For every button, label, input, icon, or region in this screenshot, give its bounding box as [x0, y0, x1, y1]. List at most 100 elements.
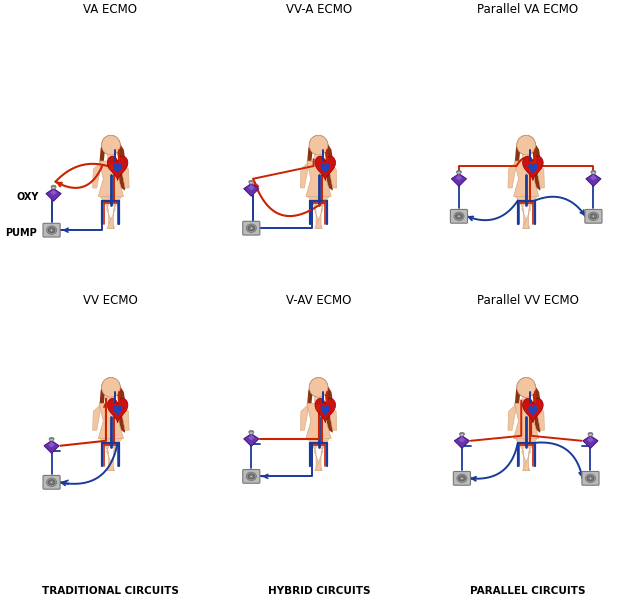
Polygon shape — [454, 436, 469, 448]
Polygon shape — [50, 190, 57, 195]
Text: TRADITIONAL CIRCUITS: TRADITIONAL CIRCUITS — [42, 586, 179, 596]
Polygon shape — [321, 163, 330, 174]
Polygon shape — [113, 406, 122, 416]
Polygon shape — [537, 164, 545, 188]
Polygon shape — [122, 164, 129, 188]
FancyBboxPatch shape — [243, 469, 260, 483]
Polygon shape — [244, 434, 259, 446]
Polygon shape — [248, 434, 255, 440]
Polygon shape — [314, 397, 322, 403]
Text: OXY: OXY — [16, 191, 38, 202]
Text: PARALLEL CIRCUITS: PARALLEL CIRCUITS — [470, 586, 586, 596]
Polygon shape — [514, 380, 522, 412]
Polygon shape — [46, 188, 61, 201]
Ellipse shape — [309, 377, 327, 397]
Ellipse shape — [459, 476, 465, 481]
FancyBboxPatch shape — [43, 223, 60, 237]
Text: V-AV ECMO: V-AV ECMO — [286, 294, 351, 307]
Polygon shape — [306, 161, 331, 196]
Text: VV-A ECMO: VV-A ECMO — [286, 4, 352, 16]
Ellipse shape — [249, 430, 254, 434]
Polygon shape — [99, 380, 106, 412]
Ellipse shape — [586, 474, 596, 482]
Polygon shape — [98, 403, 124, 439]
Polygon shape — [44, 440, 59, 453]
Ellipse shape — [457, 474, 467, 482]
Text: VA ECMO: VA ECMO — [83, 4, 137, 16]
Ellipse shape — [50, 229, 53, 232]
Ellipse shape — [102, 377, 120, 397]
Ellipse shape — [47, 226, 57, 235]
Text: VV ECMO: VV ECMO — [83, 294, 138, 307]
Polygon shape — [107, 156, 128, 181]
Ellipse shape — [592, 215, 594, 218]
Polygon shape — [514, 138, 522, 169]
Text: Parallel VV ECMO: Parallel VV ECMO — [477, 294, 579, 307]
Text: HYBRID CIRCUITS: HYBRID CIRCUITS — [268, 586, 370, 596]
Polygon shape — [300, 164, 308, 188]
Ellipse shape — [457, 172, 461, 174]
Polygon shape — [100, 439, 115, 470]
Polygon shape — [115, 380, 127, 433]
Polygon shape — [522, 154, 531, 161]
Ellipse shape — [517, 136, 536, 155]
Ellipse shape — [250, 227, 252, 229]
Polygon shape — [308, 196, 322, 229]
Ellipse shape — [517, 377, 536, 398]
Ellipse shape — [101, 135, 121, 155]
Ellipse shape — [591, 170, 596, 174]
Polygon shape — [315, 196, 329, 229]
Ellipse shape — [102, 136, 120, 155]
Ellipse shape — [49, 439, 54, 441]
Ellipse shape — [246, 224, 256, 232]
Polygon shape — [590, 175, 597, 181]
Ellipse shape — [457, 215, 460, 218]
Polygon shape — [516, 439, 530, 470]
Polygon shape — [514, 403, 539, 439]
Polygon shape — [522, 196, 537, 229]
Polygon shape — [522, 439, 537, 470]
Ellipse shape — [48, 227, 55, 233]
FancyBboxPatch shape — [43, 475, 60, 489]
Polygon shape — [531, 380, 543, 433]
Polygon shape — [315, 439, 329, 470]
Ellipse shape — [587, 476, 594, 481]
Polygon shape — [522, 156, 543, 181]
Ellipse shape — [588, 434, 593, 436]
Polygon shape — [528, 163, 538, 174]
Polygon shape — [315, 156, 336, 181]
FancyBboxPatch shape — [451, 209, 468, 223]
Ellipse shape — [309, 377, 328, 398]
Polygon shape — [329, 406, 337, 430]
Polygon shape — [323, 138, 335, 191]
Polygon shape — [300, 406, 308, 430]
Ellipse shape — [47, 478, 57, 487]
Ellipse shape — [309, 135, 328, 155]
Polygon shape — [329, 164, 337, 188]
Polygon shape — [107, 398, 128, 422]
Ellipse shape — [246, 472, 256, 481]
Polygon shape — [528, 406, 538, 416]
Ellipse shape — [52, 187, 56, 189]
Polygon shape — [459, 437, 465, 442]
Ellipse shape — [456, 170, 461, 174]
Polygon shape — [323, 380, 335, 433]
Polygon shape — [321, 406, 330, 416]
Polygon shape — [48, 442, 55, 448]
Ellipse shape — [250, 475, 252, 478]
Polygon shape — [93, 164, 100, 188]
Ellipse shape — [49, 437, 54, 440]
Polygon shape — [107, 154, 115, 161]
FancyBboxPatch shape — [582, 472, 599, 485]
Ellipse shape — [460, 434, 464, 436]
Polygon shape — [516, 196, 530, 229]
Ellipse shape — [248, 474, 255, 479]
Polygon shape — [315, 398, 336, 422]
Polygon shape — [451, 174, 466, 187]
Ellipse shape — [101, 377, 121, 398]
Ellipse shape — [589, 477, 592, 479]
Polygon shape — [99, 138, 106, 169]
Polygon shape — [307, 380, 314, 412]
Polygon shape — [248, 184, 255, 190]
Ellipse shape — [517, 135, 536, 155]
